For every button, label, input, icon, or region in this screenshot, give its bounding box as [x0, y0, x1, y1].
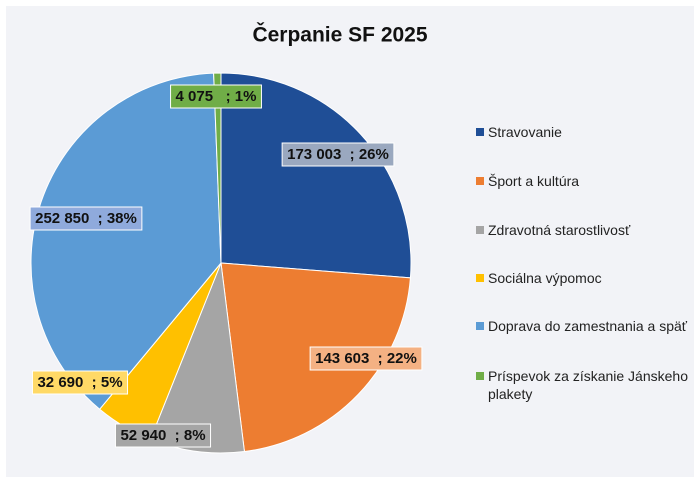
legend-label: Stravovanie	[488, 124, 562, 140]
legend-swatch	[476, 177, 484, 185]
data-label-box	[29, 206, 143, 231]
data-label-box	[170, 84, 262, 109]
legend-swatch	[476, 274, 484, 282]
legend-entry: Šport a kultúra	[476, 172, 693, 190]
data-label-box	[281, 142, 395, 167]
chart-title: Čerpanie SF 2025	[252, 23, 427, 47]
legend-label: Príspevok za získanie Jánskeho plakety	[488, 368, 688, 402]
data-label: 252 850 ; 38%	[35, 210, 137, 227]
legend-swatch	[476, 128, 484, 136]
pie-slice	[220, 72, 412, 279]
data-label: 173 003 ; 26%	[287, 146, 389, 163]
legend-label: Šport a kultúra	[488, 173, 580, 189]
legend-label: Zdravotná starostlivosť	[488, 222, 631, 238]
data-label-box	[31, 370, 129, 395]
data-label: 52 940 ; 8%	[120, 427, 205, 444]
legend-label: Sociálna výpomoc	[488, 270, 602, 286]
pie-slice	[213, 72, 222, 264]
data-label-box	[114, 423, 212, 448]
legend-entry: Zdravotná starostlivosť	[476, 221, 693, 239]
data-label: 32 690 ; 5%	[37, 374, 122, 391]
legend-swatch	[476, 372, 484, 380]
legend-entry: Príspevok za získanie Jánskeho plakety	[476, 367, 693, 403]
legend-swatch	[476, 322, 484, 330]
legend-entry: Stravovanie	[476, 123, 693, 141]
data-label: 143 603 ; 22%	[315, 350, 417, 367]
legend-entry: Sociálna výpomoc	[476, 269, 693, 287]
data-label: 4 075 ; 1%	[176, 88, 257, 105]
data-label-box	[309, 346, 423, 371]
pie-slice	[30, 72, 222, 410]
legend-entry: Doprava do zamestnania a späť	[476, 317, 693, 335]
legend-swatch	[476, 226, 484, 234]
legend-label: Doprava do zamestnania a späť	[488, 318, 688, 334]
